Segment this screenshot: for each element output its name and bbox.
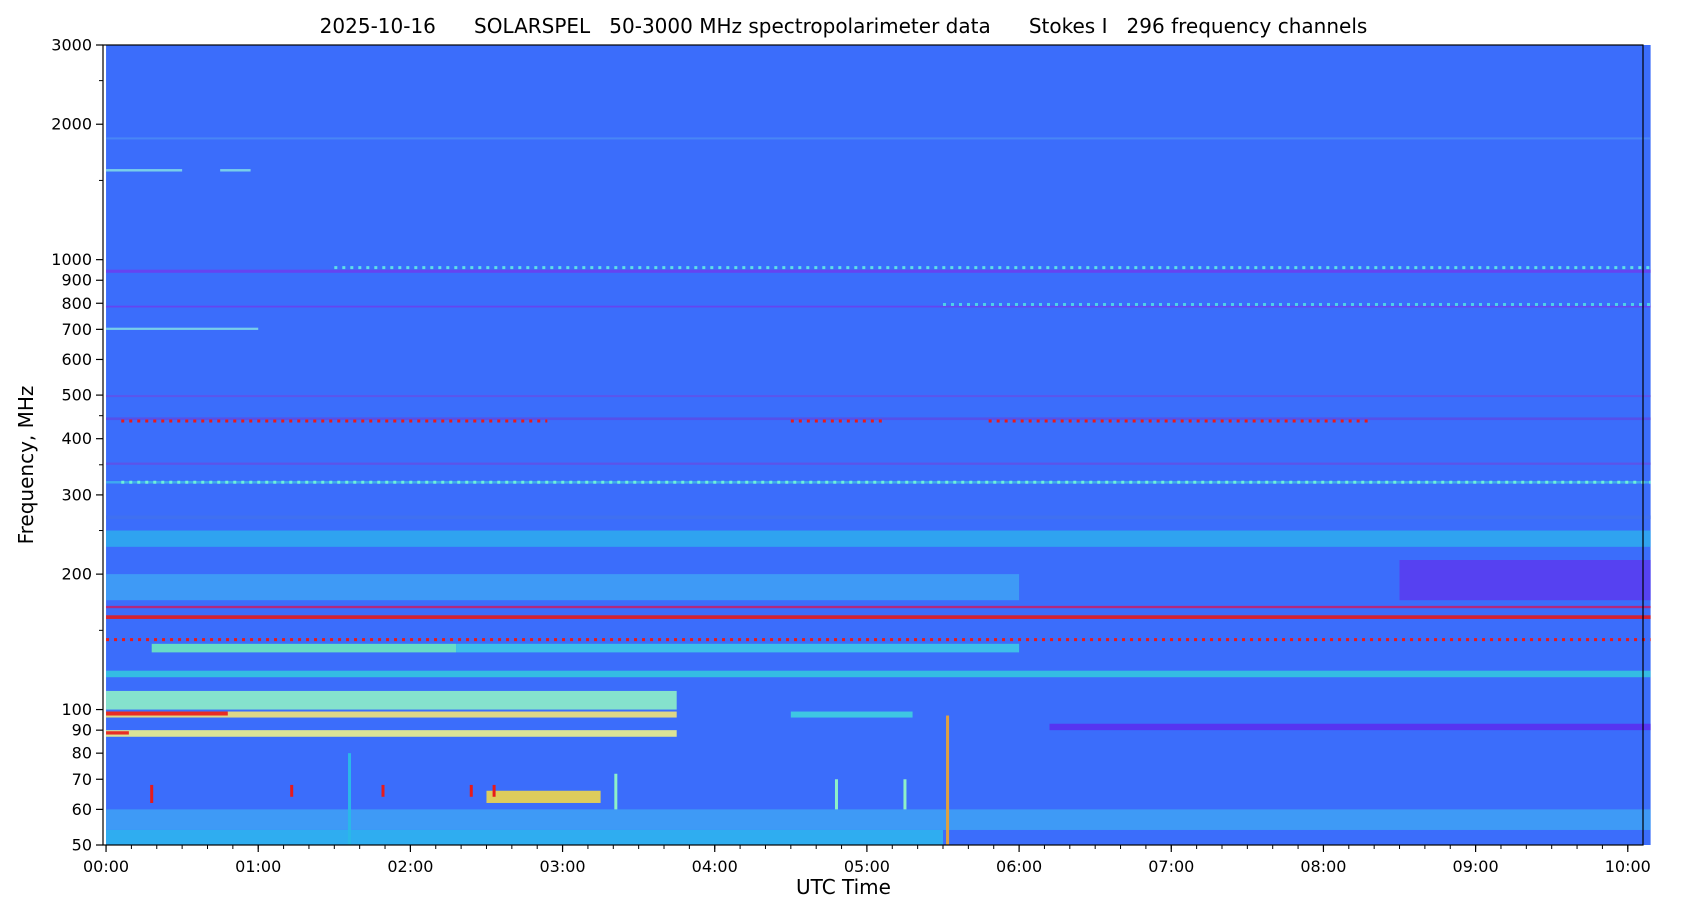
heatmap-band xyxy=(106,829,944,845)
y-tick-label: 2000 xyxy=(51,115,92,134)
heatmap-band xyxy=(151,643,457,653)
heatmap-band xyxy=(106,574,1020,601)
heatmap-spike xyxy=(381,784,385,797)
y-tick-label: 1000 xyxy=(51,250,92,269)
heatmap-spike xyxy=(290,784,294,797)
heatmap-band xyxy=(106,462,1651,465)
heatmap-band xyxy=(486,790,601,803)
y-tick-label: 900 xyxy=(61,271,92,290)
y-tick-label: 700 xyxy=(61,320,92,339)
y-tick-label: 600 xyxy=(61,350,92,369)
heatmap-band xyxy=(1049,723,1651,731)
y-tick-label: 800 xyxy=(61,294,92,313)
heatmap-band xyxy=(456,643,1020,653)
axes: 50 60 70 80 90 100 200 300 400 500 600 700 800 900 100… xyxy=(51,36,1651,877)
x-tick-label: 04:00 xyxy=(692,857,738,876)
heatmap-band xyxy=(106,305,1651,308)
heatmap-spike xyxy=(834,779,838,810)
y-tick-label: 500 xyxy=(61,386,92,405)
heatmap-spike xyxy=(492,784,496,797)
heatmap-band xyxy=(106,690,677,710)
heatmap-band xyxy=(790,711,913,718)
heatmap-band xyxy=(106,731,129,735)
x-axis-label: UTC Time xyxy=(796,875,891,899)
heatmap-band xyxy=(106,395,1651,398)
y-tick-label: 70 xyxy=(72,770,92,789)
x-tick-label: 08:00 xyxy=(1300,857,1346,876)
heatmap-band xyxy=(106,327,259,330)
heatmap-band xyxy=(220,169,251,172)
heatmap-band xyxy=(106,169,183,172)
heatmap-spike xyxy=(150,784,154,803)
heatmap-band xyxy=(106,605,1651,609)
y-tick-label: 400 xyxy=(61,429,92,448)
x-tick-label: 05:00 xyxy=(844,857,890,876)
y-tick-label: 200 xyxy=(61,565,92,584)
plot-frame xyxy=(102,44,1644,846)
heatmap-band xyxy=(106,269,1651,273)
heatmap-band xyxy=(1399,559,1651,601)
heatmap-band xyxy=(106,670,1651,678)
heatmap-band xyxy=(106,730,677,737)
heatmap-spike xyxy=(946,715,950,845)
heatmap-band xyxy=(106,481,1651,484)
heatmap-layer xyxy=(106,45,1651,845)
x-tick-label: 09:00 xyxy=(1453,857,1499,876)
y-tick-label: 50 xyxy=(72,836,92,855)
y-tick-label: 60 xyxy=(72,800,92,819)
chart-title: 2025-10-16 SOLARSPEL 50-3000 MHz spectro… xyxy=(319,14,1368,38)
y-tick-label: 3000 xyxy=(51,36,92,55)
heatmap-band xyxy=(106,530,1651,547)
heatmap-spike xyxy=(469,784,473,797)
x-tick-label: 03:00 xyxy=(540,857,586,876)
heatmap-spike xyxy=(903,779,907,810)
heatmap-band xyxy=(106,711,677,718)
x-tick-label: 00:00 xyxy=(83,857,129,876)
x-tick-label: 01:00 xyxy=(235,857,281,876)
heatmap-band xyxy=(106,137,1651,140)
heatmap-spike xyxy=(348,753,352,845)
heatmap-spike xyxy=(614,773,618,810)
x-tick-label: 06:00 xyxy=(996,857,1042,876)
heatmap-band xyxy=(106,809,1651,830)
y-tick-label: 80 xyxy=(72,744,92,763)
heatmap-band xyxy=(106,711,228,716)
heatmap-band xyxy=(106,515,1651,520)
x-tick-label: 10:00 xyxy=(1605,857,1651,876)
heatmap-band xyxy=(106,417,1651,421)
y-tick-label: 300 xyxy=(61,485,92,504)
x-tick-label: 02:00 xyxy=(387,857,433,876)
y-tick-label: 100 xyxy=(61,700,92,719)
y-tick-label: 90 xyxy=(72,721,92,740)
x-tick-label: 07:00 xyxy=(1148,857,1194,876)
heatmap-band xyxy=(106,615,1651,619)
